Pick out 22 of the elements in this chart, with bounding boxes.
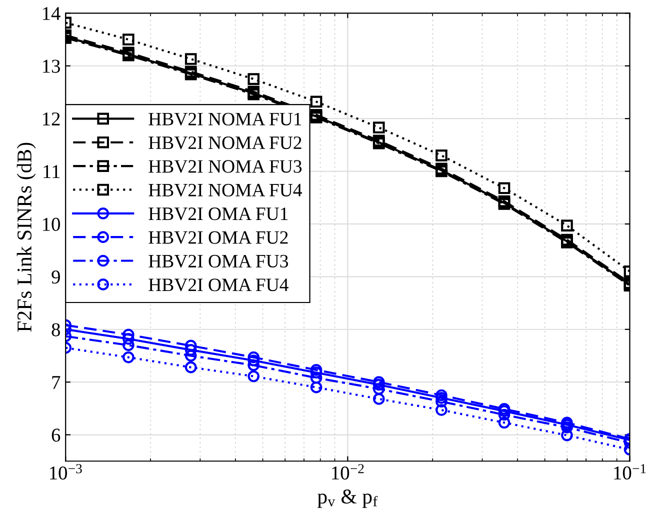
legend-label: HBV2I NOMA FU2 [148,136,302,150]
legend-label: HBV2I OMA FU2 [148,231,288,244]
x-tick-label: 10$^{−2}$ [332,464,364,480]
legend-label: HBV2I NOMA FU4 [148,184,302,197]
y-tick-label: 12 [43,112,60,126]
legend-label: HBV2I NOMA FU3 [148,160,302,173]
y-tick-label: 9 [52,270,60,284]
y-tick-label: 10 [43,218,60,231]
y-tick-label: 14 [43,7,60,20]
y-tick-label: 13 [43,60,60,73]
legend-label: HBV2I OMA FU4 [148,278,288,292]
legend-label: HBV2I NOMA FU1 [148,112,302,126]
y-tick-label: 7 [52,376,60,389]
y-tick-label: 11 [44,165,60,178]
x-tick-label: 10$^{−1}$ [614,464,646,480]
y-tick-label: 8 [52,323,60,336]
legend-label: HBV2I OMA FU3 [148,254,288,268]
x-axis-title: p$_{v}$ & p$_{f}$ [317,490,378,508]
y-tick-label: 6 [52,428,60,442]
x-tick-label: 10$^{−3}$ [50,464,82,480]
y-axis-title: F2Fs Link SINRs (dB) [16,142,36,332]
legend-label: HBV2I OMA FU1 [148,208,288,220]
